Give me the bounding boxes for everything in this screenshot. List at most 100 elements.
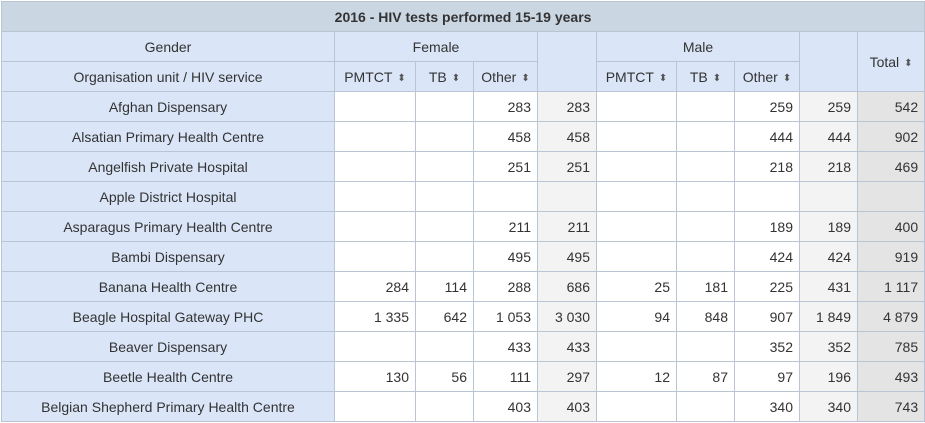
table-row: Angelfish Private Hospital 251 251 218 2… [1,151,925,182]
male-tb-cell [676,331,735,362]
total-cell: 743 [856,391,925,422]
female-subtotal-cell: 283 [537,91,597,122]
total-header[interactable]: Total ⬍ [856,31,925,92]
male-tb-cell [676,181,735,212]
sort-icon: ⬍ [904,57,913,69]
male-subtotal-cell: 189 [799,211,858,242]
female-other-cell: 495 [473,241,538,272]
female-tb-cell [415,241,474,272]
male-other-cell: 189 [734,211,800,242]
female-subtotal-cell [537,181,597,212]
male-subtotal-cell: 431 [799,271,858,302]
total-cell: 785 [856,331,925,362]
table-row: Banana Health Centre 284 114 288 686 25 … [1,271,925,302]
column-label: TB [428,68,447,85]
male-subtotal-cell: 352 [799,331,858,362]
table-row: Asparagus Primary Health Centre 211 211 … [1,211,925,242]
male-tb-cell [676,211,735,242]
female-other-cell: 283 [473,91,538,122]
male-subtotal-cell: 340 [799,391,858,422]
org-unit-name: Alsatian Primary Health Centre [1,121,335,152]
male-tb-cell: 87 [676,361,735,392]
female-subtotal-cell: 495 [537,241,597,272]
female-tb-cell [415,151,474,182]
female-tb-cell [415,181,474,212]
org-unit-name: Beagle Hospital Gateway PHC [1,301,335,332]
org-unit-name: Apple District Hospital [1,181,335,212]
org-unit-name: Beaver Dispensary [1,331,335,362]
male-other-cell [734,181,800,212]
female-pmtct-header[interactable]: PMTCT ⬍ [334,61,416,92]
female-pmtct-cell [334,181,416,212]
female-subtotal-cell: 251 [537,151,597,182]
female-other-header[interactable]: Other ⬍ [473,61,538,92]
male-tb-header[interactable]: TB ⬍ [676,61,735,92]
female-other-cell: 288 [473,271,538,302]
total-cell: 542 [856,91,925,122]
male-pmtct-cell [596,151,677,182]
female-subtotal-cell: 433 [537,331,597,362]
male-tb-cell [676,91,735,122]
org-unit-name: Angelfish Private Hospital [1,151,335,182]
female-header: Female [334,31,538,62]
column-label: PMTCT [344,68,393,85]
table-row: Alsatian Primary Health Centre 458 458 4… [1,121,925,152]
org-unit-name: Bambi Dispensary [1,241,335,272]
female-other-cell: 1 053 [473,301,538,332]
female-subtotal-cell: 686 [537,271,597,302]
male-other-cell: 424 [734,241,800,272]
table-row: Bambi Dispensary 495 495 424 424 919 [1,241,925,272]
total-label: Total [869,53,900,70]
total-cell: 919 [856,241,925,272]
female-pmtct-cell [334,241,416,272]
column-label: TB [689,68,708,85]
female-tb-cell [415,391,474,422]
table-row: Afghan Dispensary 283 283 259 259 542 [1,91,925,122]
male-subtotal-cell [799,181,858,212]
table-row: Beetle Health Centre 130 56 111 297 12 8… [1,361,925,392]
female-pmtct-cell [334,391,416,422]
total-cell: 1 117 [856,271,925,302]
sort-icon: ⬍ [782,72,792,84]
female-pmtct-cell [334,151,416,182]
male-subtotal-cell: 444 [799,121,858,152]
male-tb-cell [676,241,735,272]
org-unit-name: Asparagus Primary Health Centre [1,211,335,242]
total-cell [856,181,925,212]
female-subtotal-cell: 458 [537,121,597,152]
female-tb-cell: 114 [415,271,474,302]
female-other-cell: 458 [473,121,538,152]
female-tb-cell [415,331,474,362]
total-cell: 902 [856,121,925,152]
sort-icon: ⬍ [397,72,406,84]
male-pmtct-cell [596,211,677,242]
total-cell: 469 [856,151,925,182]
column-label: PMTCT [605,68,654,85]
female-pmtct-cell: 130 [334,361,416,392]
male-tb-cell: 181 [676,271,735,302]
table-row: Beaver Dispensary 433 433 352 352 785 [1,331,925,362]
total-cell: 4 879 [856,301,925,332]
gender-header: Gender [1,31,335,62]
male-pmtct-header[interactable]: PMTCT ⬍ [596,61,677,92]
male-other-cell: 218 [734,151,800,182]
male-tb-cell [676,391,735,422]
female-tb-header[interactable]: TB ⬍ [415,61,474,92]
sort-icon: ⬍ [451,72,461,84]
female-other-cell [473,181,538,212]
female-tb-cell: 642 [415,301,474,332]
male-other-header[interactable]: Other ⬍ [734,61,800,92]
org-unit-header: Organisation unit / HIV service [1,61,335,92]
org-unit-name: Beetle Health Centre [1,361,335,392]
male-other-cell: 444 [734,121,800,152]
female-other-cell: 433 [473,331,538,362]
male-other-cell: 97 [734,361,800,392]
male-tb-cell: 848 [676,301,735,332]
male-pmtct-cell [596,91,677,122]
column-label: Other [481,68,517,85]
female-subtotal-cell: 3 030 [537,301,597,332]
male-other-cell: 907 [734,301,800,332]
sort-icon: ⬍ [658,72,668,84]
female-subtotal-header [537,31,597,92]
